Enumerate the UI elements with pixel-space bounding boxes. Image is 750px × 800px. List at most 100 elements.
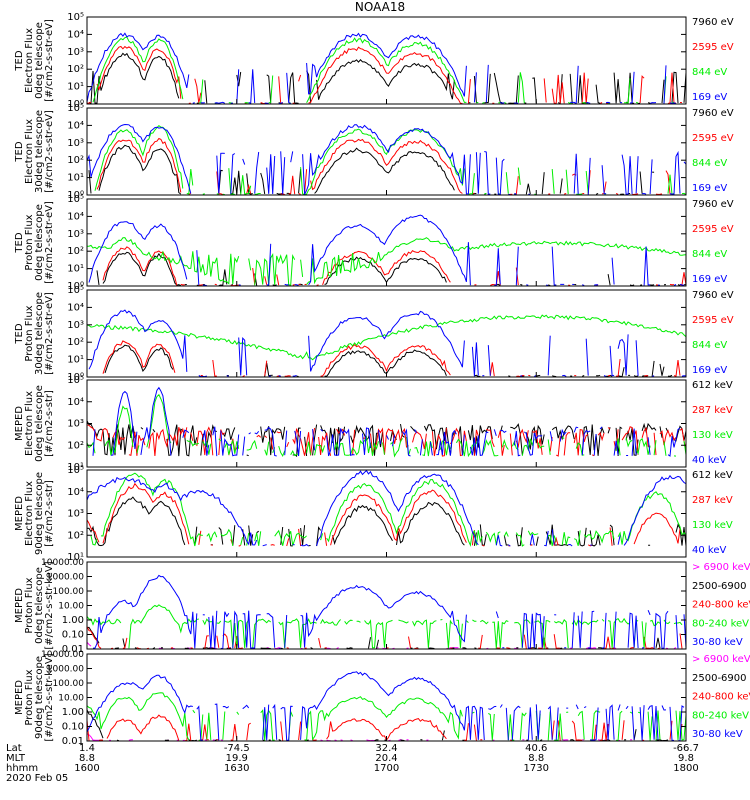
panel-frame	[86, 198, 687, 287]
y-axis-label: Proton Flux	[24, 577, 35, 633]
y-tick-label: 10⁵	[67, 194, 84, 205]
y-axis-label: TED	[14, 141, 25, 162]
panel-frame	[86, 379, 687, 468]
series-line-5-3	[86, 393, 687, 458]
panel-2: 10⁰ 10¹ 10² 10³ 10⁴ 10⁵ TED Electron Flux 30deg …	[14, 103, 734, 201]
series-line-8-5	[86, 671, 685, 742]
series-line-2-4	[86, 123, 687, 196]
y-tick-label: 10²	[67, 337, 84, 348]
chart-title: NOAA18	[355, 0, 405, 14]
y-axis-label: Electron Flux	[24, 28, 35, 93]
y-tick-label: 1.00	[62, 707, 84, 718]
legend-entry: 844 eV	[692, 249, 727, 260]
y-axis-label: Proton Flux	[24, 669, 35, 725]
series-line-7-5	[92, 574, 687, 650]
legend-entry: > 6900 keV	[692, 562, 750, 573]
series-line-6-3	[90, 472, 687, 547]
y-axis-label: 0deg telescope	[34, 22, 45, 99]
legend-entry: 80-240 keV	[692, 710, 749, 721]
y-tick-label: 0.10	[62, 722, 84, 733]
x-tick-label-lat: -66.7	[673, 743, 699, 754]
legend-entry: 844 eV	[692, 158, 727, 169]
series-line-6-4	[86, 469, 687, 547]
x-tick-label-mlt: 8.8	[79, 753, 95, 764]
legend-entry: 287 keV	[692, 495, 733, 506]
legend-entry: 2500-6900	[692, 581, 747, 592]
x-tick-label-time: 1800	[673, 763, 698, 774]
legend-entry: 40 keV	[692, 455, 726, 466]
series-line-7-4	[87, 605, 686, 649]
y-tick-label: 10.00	[58, 602, 84, 612]
y-tick-label: 10¹	[67, 82, 84, 93]
y-tick-label: 10⁴	[67, 397, 84, 408]
legend-entry: 7960 eV	[692, 290, 734, 301]
legend-entry: 130 keV	[692, 430, 733, 441]
y-tick-label: 100.00	[53, 587, 85, 597]
y-tick-label: 10³	[67, 419, 84, 430]
legend-entry: 2500-6900	[692, 673, 747, 684]
x-tick-label-mlt: 20.4	[375, 753, 397, 764]
x-tick-label-lat: 40.6	[525, 743, 547, 754]
x-tick-label-lat: 32.4	[375, 743, 397, 754]
y-axis-label: 30deg telescope	[34, 292, 45, 375]
y-tick-label: 10000.00	[41, 558, 84, 568]
y-tick-label: 10³	[67, 509, 84, 520]
y-tick-label: 10⁰	[67, 99, 84, 110]
x-tick-label-mlt: 19.9	[226, 753, 248, 764]
panel-4: 10⁰ 10¹ 10² 10³ 10⁴ 10⁵ TED Proton Flux 30deg te…	[14, 285, 734, 383]
series-line-6-1	[86, 496, 687, 547]
date-label: 2020 Feb 05	[6, 773, 68, 784]
x-tick-label-time: 1730	[524, 763, 549, 774]
y-tick-label: 10.00	[58, 694, 84, 704]
y-tick-label: 10⁰	[67, 372, 84, 383]
y-tick-label: 10³	[67, 47, 84, 58]
y-tick-label: 0.01	[62, 736, 84, 747]
y-tick-label: 10²	[67, 440, 84, 451]
y-axis-label: TED	[14, 50, 25, 71]
y-tick-label: 10⁰	[67, 281, 84, 292]
y-tick-label: 10¹	[67, 552, 84, 563]
y-tick-label: 1.00	[62, 615, 84, 626]
legend-entry: 169 eV	[692, 183, 727, 194]
y-tick-label: 10⁵	[67, 12, 84, 23]
y-axis-label: [#/cm2-s-str-eV]	[44, 292, 55, 375]
y-tick-label: 10⁴	[67, 29, 84, 40]
legend-entry: 169 eV	[692, 274, 727, 285]
y-tick-label: 10³	[67, 320, 84, 331]
y-axis-label: 0deg telescope	[34, 385, 45, 462]
y-tick-label: 10¹	[67, 264, 84, 275]
legend-entry: 240-800 keV	[692, 692, 750, 703]
legend-entry: 287 keV	[692, 405, 733, 416]
y-axis-label: [#/cm2-s-str-keV]	[44, 653, 55, 741]
y-tick-label: 10²	[67, 64, 84, 75]
y-axis-label: MEPED	[14, 496, 25, 531]
y-tick-label: 10¹	[67, 173, 84, 184]
y-tick-label: 0.01	[62, 644, 84, 655]
y-axis-label: 90deg telescope	[34, 472, 45, 555]
y-tick-label: 10⁵	[67, 375, 84, 386]
x-tick-label-mlt: 9.8	[678, 753, 694, 764]
panel-3: 10⁰ 10¹ 10² 10³ 10⁴ 10⁵ TED Proton Flux 0deg tel…	[14, 194, 734, 292]
legend-entry: 169 eV	[692, 92, 727, 103]
y-axis-label: Electron Flux	[24, 119, 35, 184]
y-axis-label: MEPED	[14, 406, 25, 441]
panel-1: 10⁰ 10¹ 10² 10³ 10⁴ 10⁵ TED Electron Flux 0deg t…	[14, 12, 734, 110]
series-line-5-2	[86, 424, 687, 457]
y-axis-label: Proton Flux	[24, 214, 35, 270]
y-axis-label: MEPED	[14, 680, 25, 715]
series-line-8-2	[87, 710, 676, 741]
y-axis-label: [#/cm2-s-str-keV]	[44, 561, 55, 649]
series-line-4-2	[102, 340, 681, 378]
y-tick-label: 10⁴	[67, 487, 84, 498]
legend-entry: 7960 eV	[692, 17, 734, 28]
y-axis-label: 0deg telescope	[34, 567, 45, 644]
panel-7: 0.01 0.10 1.00 10.00 100.00 1000.00 10000.00 ME…	[14, 558, 750, 655]
legend-entry: 844 eV	[692, 67, 727, 78]
x-tick-label-lat: -74.5	[224, 743, 250, 754]
legend-entry: 7960 eV	[692, 199, 734, 210]
y-axis-label: TED	[14, 232, 25, 253]
y-tick-label: 10⁵	[67, 103, 84, 114]
x-tick-label-mlt: 8.8	[528, 753, 544, 764]
